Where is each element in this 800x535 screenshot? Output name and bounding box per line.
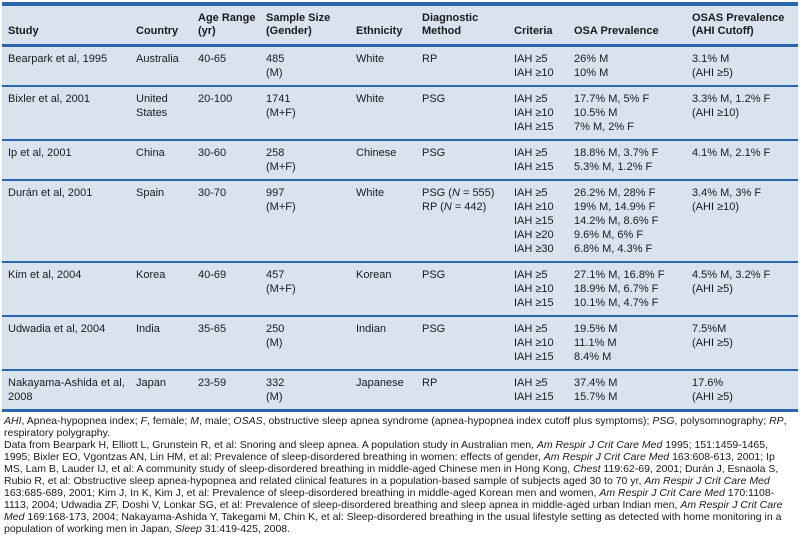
cell-country: United States bbox=[130, 85, 192, 140]
cell-ethnicity: Japanese bbox=[350, 369, 416, 411]
cell-country: Japan bbox=[130, 369, 192, 411]
cell-country: India bbox=[130, 315, 192, 370]
cell-age-range: 20-100 bbox=[192, 85, 260, 140]
table-row: Durán et al, 2001 Spain 30-70 997 (M+F) White… bbox=[2, 179, 798, 262]
cell-ethnicity: White bbox=[350, 45, 416, 86]
cell-ethnicity: Chinese bbox=[350, 139, 416, 180]
cell-sample-size: 250 (M) bbox=[260, 315, 350, 370]
cell-osa-prevalence: 37.4% M 15.7% M bbox=[568, 369, 686, 411]
cell-osas-prevalence: 4.1% M, 2.1% F bbox=[686, 139, 798, 180]
column-header-osa-prevalence: OSA Prevalence bbox=[568, 4, 686, 47]
column-header-age-range: Age Range (yr) bbox=[192, 4, 260, 47]
cell-age-range: 40-65 bbox=[192, 45, 260, 86]
cell-sample-size: 1741 (M+F) bbox=[260, 85, 350, 140]
cell-osa-prevalence: 18.8% M, 3.7% F 5.3% M, 1.2% F bbox=[568, 139, 686, 180]
cell-country: Australia bbox=[130, 45, 192, 86]
cell-study: Udwadia et al, 2004 bbox=[2, 315, 130, 370]
cell-osa-prevalence: 27.1% M, 16.8% F 18.9% M, 6.7% F 10.1% M, … bbox=[568, 261, 686, 316]
column-header-osas-prevalence: OSAS Prevalence (AHI Cutoff) bbox=[686, 4, 798, 47]
cell-osas-prevalence: 17.6% (AHI ≥5) bbox=[686, 369, 798, 411]
table-row: Kim et al, 2004 Korea 40-69 457 (M+F) Korean P… bbox=[2, 261, 798, 316]
table-row: Ip et al, 2001 China 30-60 258 (M+F) Chinese P… bbox=[2, 139, 798, 180]
cell-age-range: 35-65 bbox=[192, 315, 260, 370]
cell-age-range: 23-59 bbox=[192, 369, 260, 411]
cell-osas-prevalence: 4.5% M, 3.2% F (AHI ≥5) bbox=[686, 261, 798, 316]
cell-method: PSG bbox=[416, 315, 508, 370]
cell-study: Durán et al, 2001 bbox=[2, 179, 130, 262]
cell-ethnicity: Korean bbox=[350, 261, 416, 316]
cell-ethnicity: Indian bbox=[350, 315, 416, 370]
column-header-diagnostic-method: Diagnostic Method bbox=[416, 4, 508, 47]
cell-osas-prevalence: 7.5%M (AHI ≥5) bbox=[686, 315, 798, 370]
cell-country: China bbox=[130, 139, 192, 180]
citation-note: Data from Bearpark H, Elliott L, Grunste… bbox=[4, 439, 783, 535]
cell-criteria: IAH ≥5 IAH ≥10 bbox=[508, 45, 568, 86]
cell-study: Ip et al, 2001 bbox=[2, 139, 130, 180]
cell-sample-size: 457 (M+F) bbox=[260, 261, 350, 316]
cell-criteria: IAH ≥5 IAH ≥10 IAH ≥15 bbox=[508, 315, 568, 370]
cell-method: RP bbox=[416, 45, 508, 86]
cell-osa-prevalence: 17.7% M, 5% F 10.5% M 7% M, 2% F bbox=[568, 85, 686, 140]
table-row: Bixler et al, 2001 United States 20-100 174… bbox=[2, 85, 798, 140]
column-header-ethnicity: Ethnicity bbox=[350, 4, 416, 47]
column-header-study: Study bbox=[2, 4, 130, 47]
abbreviations-note: AHI, Apnea-hypopnea index; F, female; M,… bbox=[4, 415, 787, 439]
cell-method: PSG bbox=[416, 85, 508, 140]
cell-osa-prevalence: 26.2% M, 28% F 19% M, 14.9% F 14.2% M, 8.6… bbox=[568, 179, 686, 262]
cell-study: Bixler et al, 2001 bbox=[2, 85, 130, 140]
cell-sample-size: 332 (M) bbox=[260, 369, 350, 411]
osa-prevalence-table: Study Country Age Range (yr) Sample Size… bbox=[2, 2, 798, 412]
cell-method: PSG bbox=[416, 261, 508, 316]
cell-study: Nakayama-Ashida et al, 2008 bbox=[2, 369, 130, 411]
cell-age-range: 30-70 bbox=[192, 179, 260, 262]
cell-method: RP bbox=[416, 369, 508, 411]
column-header-sample-size: Sample Size (Gender) bbox=[260, 4, 350, 47]
cell-age-range: 30-60 bbox=[192, 139, 260, 180]
cell-age-range: 40-69 bbox=[192, 261, 260, 316]
table-body: Bearpark et al, 1995 Australia 40-65 485 (M)… bbox=[2, 45, 798, 411]
table-header: Study Country Age Range (yr) Sample Size… bbox=[2, 4, 798, 47]
cell-criteria: IAH ≥5 IAH ≥15 bbox=[508, 369, 568, 411]
cell-ethnicity: White bbox=[350, 179, 416, 262]
cell-sample-size: 485 (M) bbox=[260, 45, 350, 86]
cell-method: PSG (N = 555) RP (N = 442) bbox=[416, 179, 508, 262]
cell-country: Korea bbox=[130, 261, 192, 316]
cell-osa-prevalence: 19.5% M 11.1% M 8.4% M bbox=[568, 315, 686, 370]
column-header-country: Country bbox=[130, 4, 192, 47]
cell-criteria: IAH ≥5 IAH ≥15 bbox=[508, 139, 568, 180]
cell-sample-size: 258 (M+F) bbox=[260, 139, 350, 180]
cell-sample-size: 997 (M+F) bbox=[260, 179, 350, 262]
table-row: Nakayama-Ashida et al, 2008 Japan 23-59 332… bbox=[2, 369, 798, 411]
cell-country: Spain bbox=[130, 179, 192, 262]
table-row: Udwadia et al, 2004 India 35-65 250 (M) India… bbox=[2, 315, 798, 370]
cell-study: Bearpark et al, 1995 bbox=[2, 45, 130, 86]
cell-osas-prevalence: 3.3% M, 1.2% F (AHI ≥10) bbox=[686, 85, 798, 140]
footnotes: AHI, Apnea-hypopnea index; F, female; M,… bbox=[2, 412, 798, 535]
cell-ethnicity: White bbox=[350, 85, 416, 140]
cell-criteria: IAH ≥5 IAH ≥10 IAH ≥15 bbox=[508, 85, 568, 140]
header-row: Study Country Age Range (yr) Sample Size… bbox=[2, 4, 798, 47]
cell-osas-prevalence: 3.4% M, 3% F (AHI ≥10) bbox=[686, 179, 798, 262]
cell-osas-prevalence: 3.1% M (AHI ≥5) bbox=[686, 45, 798, 86]
cell-osa-prevalence: 26% M 10% M bbox=[568, 45, 686, 86]
cell-criteria: IAH ≥5 IAH ≥10 IAH ≥15 bbox=[508, 261, 568, 316]
cell-method: PSG bbox=[416, 139, 508, 180]
column-header-criteria: Criteria bbox=[508, 4, 568, 47]
cell-criteria: IAH ≥5 IAH ≥10 IAH ≥15 IAH ≥20 IAH ≥30 bbox=[508, 179, 568, 262]
cell-study: Kim et al, 2004 bbox=[2, 261, 130, 316]
table-row: Bearpark et al, 1995 Australia 40-65 485 (M)… bbox=[2, 45, 798, 86]
